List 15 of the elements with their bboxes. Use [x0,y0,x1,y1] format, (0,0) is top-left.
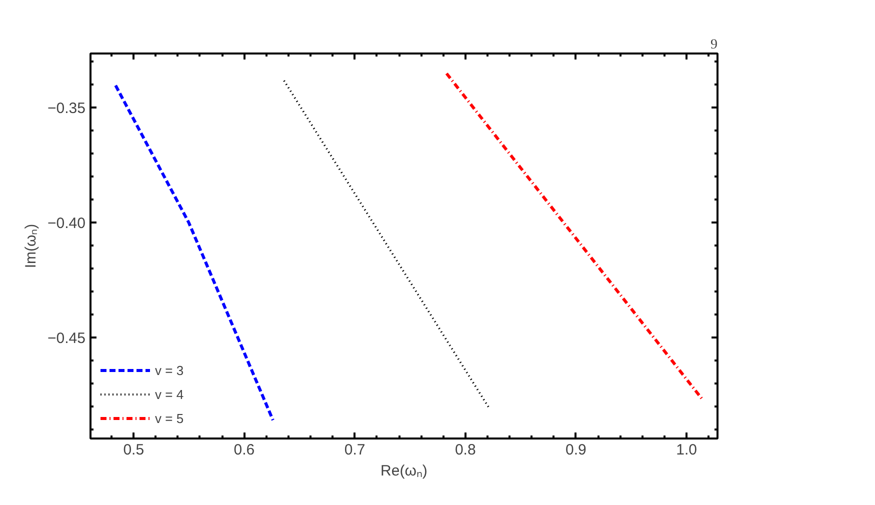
y-tick-label: −0.40 [48,214,86,232]
x-tick-label: 0.7 [344,442,366,458]
x-axis-title: Re(ωₙ) [380,462,428,480]
legend-label: v = 4 [155,386,184,402]
legend-label: v = 5 [155,410,184,426]
y-tick-label: −0.35 [48,100,86,118]
x-tick-label: 1.0 [676,442,697,458]
x-tick-label: 0.5 [123,442,144,458]
x-tick-label: 0.8 [454,442,476,458]
legend-label: v = 3 [155,362,184,378]
x-tick-label: 0.6 [234,442,255,458]
y-axis-title: Im(ωₙ) [22,224,40,268]
text: 9 [710,38,718,52]
x-tick-label: 0.9 [566,442,586,458]
y-tick-label: −0.45 [48,330,86,347]
